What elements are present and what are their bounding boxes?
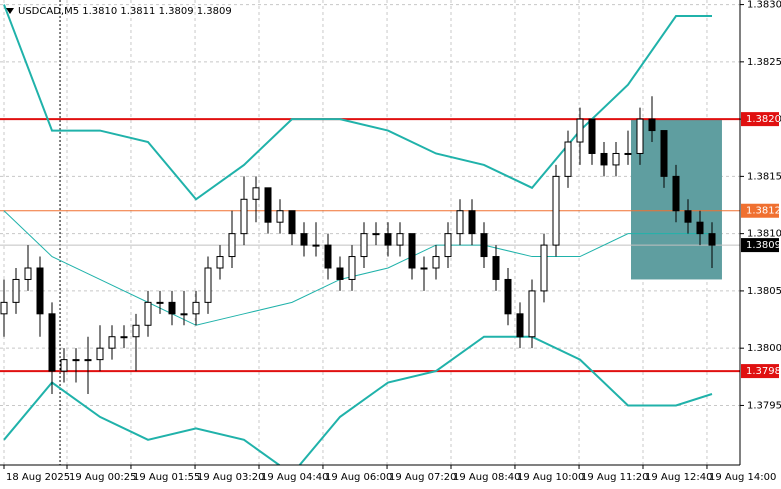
candle-body: [552, 175, 560, 246]
y-tick-label: 1.3825: [747, 57, 781, 68]
candle-body: [312, 244, 320, 247]
candle-body: [120, 336, 128, 339]
price-label-box: [741, 203, 779, 218]
candle-body: [96, 347, 104, 361]
candle-body: [480, 233, 488, 258]
candle-body: [168, 301, 176, 315]
price-label-box: [741, 112, 779, 127]
candle-body: [408, 233, 416, 269]
candle-body: [24, 267, 32, 280]
candle-body: [348, 256, 356, 280]
candle-body: [516, 313, 524, 338]
y-tick-label: 1.3810: [747, 229, 781, 240]
y-tick-label: 1.3815: [747, 171, 781, 182]
candle-body: [144, 301, 152, 326]
candle-body: [324, 244, 332, 269]
chart-title: USDCAD,M5 1.3810 1.3811 1.3809 1.3809: [18, 6, 232, 17]
candle-body: [444, 233, 452, 258]
x-tick-label: 19 Aug 07:20: [389, 472, 456, 483]
candle-body: [48, 313, 56, 372]
candle-body: [372, 233, 380, 236]
candle-body: [384, 233, 392, 246]
indicator-line: [3, 210, 712, 326]
candle-body: [228, 233, 236, 258]
candle-body: [708, 233, 716, 246]
candle-body: [504, 278, 512, 315]
candle-body: [252, 187, 260, 200]
candle-body: [240, 198, 248, 235]
x-tick-label: 19 Aug 10:00: [517, 472, 584, 483]
candle-body: [672, 175, 680, 212]
candle-body: [660, 130, 668, 177]
candle-body: [12, 278, 20, 303]
candle-body: [84, 359, 92, 362]
candle-body: [564, 141, 572, 177]
candle-body: [288, 210, 296, 235]
candle-body: [432, 256, 440, 269]
candle-body: [60, 359, 68, 372]
candle-body: [156, 301, 164, 304]
indicator-line: [3, 335, 713, 465]
x-tick-label: 19 Aug 06:00: [325, 472, 392, 483]
candle-body: [336, 267, 344, 280]
candle-body: [108, 336, 116, 349]
x-tick-label: 19 Aug 04:40: [261, 472, 328, 483]
candle-body: [588, 118, 596, 154]
candle-body: [648, 118, 656, 132]
candle-body: [492, 256, 500, 280]
x-tick-label: 19 Aug 11:20: [581, 472, 648, 483]
candle-body: [576, 118, 584, 143]
indicator-line: [3, 4, 712, 201]
menu-icon[interactable]: [6, 8, 14, 14]
candle-body: [300, 233, 308, 246]
candle-body: [192, 301, 200, 315]
candle-body: [468, 210, 476, 235]
price-label: 1.3820: [746, 114, 781, 125]
candle-body: [204, 267, 212, 303]
candle-body: [216, 256, 224, 269]
x-tick-label: 18 Aug 2025: [6, 472, 70, 483]
candle-body: [540, 244, 548, 292]
candle-body: [36, 267, 44, 315]
candle-body: [396, 233, 404, 246]
candle-body: [600, 152, 608, 166]
y-tick-label: 1.3795: [747, 400, 781, 411]
candle-body: [132, 324, 140, 338]
price-label: 1.3809: [746, 240, 781, 251]
x-tick-label: 19 Aug 14:00: [709, 472, 776, 483]
candle-body: [276, 210, 284, 223]
candle-body: [684, 210, 692, 223]
candle-body: [624, 152, 632, 155]
x-tick-label: 19 Aug 08:40: [453, 472, 520, 483]
y-tick-label: 1.3805: [747, 286, 781, 297]
candle-body: [264, 187, 272, 223]
candle-body: [420, 267, 428, 270]
candle-body: [528, 290, 536, 338]
candle-body: [612, 152, 620, 166]
y-tick-label: 1.3830: [747, 0, 781, 11]
price-label: 1.3798: [746, 366, 781, 377]
candle-body: [360, 233, 368, 258]
x-tick-label: 19 Aug 12:40: [645, 472, 712, 483]
candle-body: [0, 301, 8, 315]
x-tick-label: 19 Aug 00:25: [69, 472, 136, 483]
price-label-box: [741, 364, 779, 379]
candle-body: [456, 210, 464, 235]
candle-body: [72, 359, 80, 362]
x-tick-label: 19 Aug 01:55: [133, 472, 200, 483]
price-label-box: [741, 238, 779, 253]
y-tick-label: 1.3800: [747, 343, 781, 354]
x-tick-label: 19 Aug 03:20: [197, 472, 264, 483]
candle-body: [636, 118, 644, 154]
candle-body: [696, 221, 704, 235]
candle-body: [180, 313, 188, 316]
price-label: 1.3812: [746, 206, 781, 217]
